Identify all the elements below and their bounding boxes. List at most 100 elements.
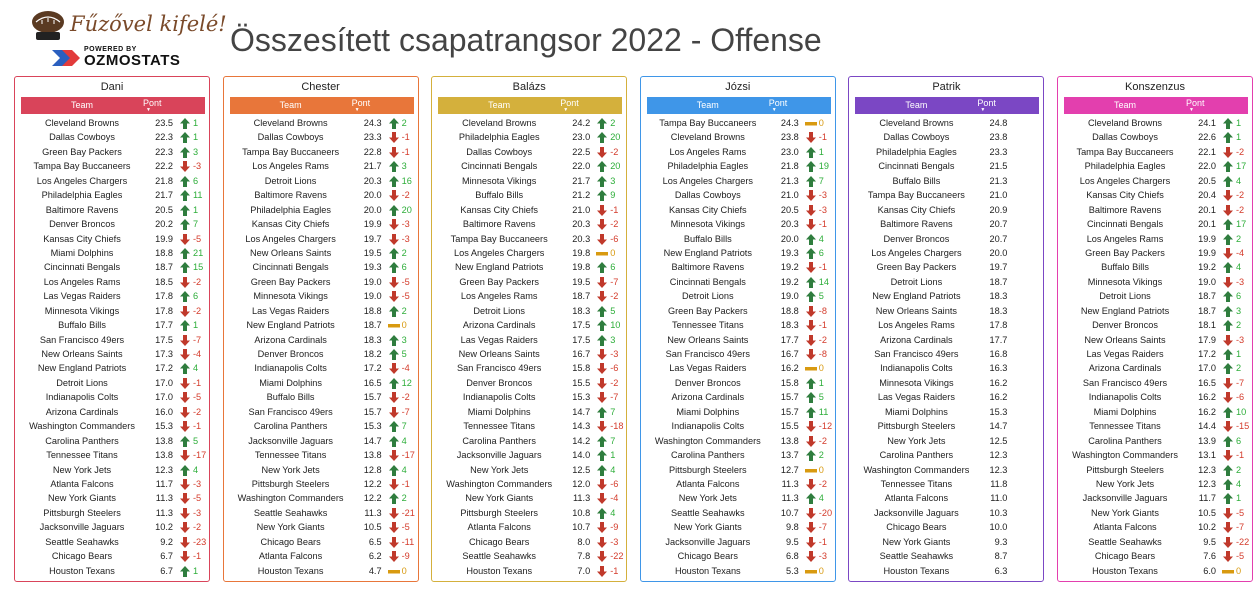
no-change-dash-icon [804,117,817,130]
table-row: Carolina Panthers 13.7 2 [647,449,831,463]
column-header-pont[interactable]: Pont [977,98,996,108]
team-name: New York Jets [678,493,737,504]
rank-change: -17 [193,450,207,461]
table-row: Pittsburgh Steelers 12.7 0 [647,464,831,478]
table-row: Las Vegas Raiders 17.2 1 [1064,348,1248,362]
column-header-pont[interactable]: Pont [143,98,162,108]
ranking-panel-0: Dani Team Pont ▼ Cleveland Browns 23.5 1 Dallas… [14,76,210,582]
point-value: 17.0 [155,377,173,388]
table-row: Buffalo Bills 17.7 1 [21,319,205,333]
team-name: Detroit Lions [682,291,734,302]
rank-change: -2 [1236,190,1245,201]
rank-change: 20 [401,204,412,215]
arrow-up-icon [179,117,191,130]
point-value: 15.3 [989,406,1008,417]
arrow-down-icon [596,377,608,390]
arrow-down-icon [179,377,191,390]
arrow-down-icon [596,420,608,433]
point-value: 24.3 [363,118,382,128]
point-value: 24.2 [572,118,591,128]
arrow-down-icon [388,406,400,419]
rank-change: -2 [610,146,619,157]
table-row: Detroit Lions 18.3 5 [438,305,622,319]
team-name: New York Jets [52,464,112,475]
no-change-dash-icon [387,319,400,332]
column-header-team[interactable]: Team [279,100,302,110]
point-value: 17.5 [572,320,591,331]
team-name: Seattle Seahawks [45,536,119,547]
column-header-team[interactable]: Team [696,100,719,110]
column-header-team[interactable]: Team [1113,100,1136,110]
point-value: 17.3 [155,349,173,359]
point-value: 16.8 [989,349,1008,359]
column-header-pont[interactable]: Pont [560,98,579,108]
rank-change: -1 [193,551,202,562]
rank-change: -2 [818,334,827,345]
arrow-down-icon [1222,536,1234,549]
column-header-pont[interactable]: Pont [351,98,371,108]
arrow-down-icon [179,420,191,433]
rank-change: 2 [1236,233,1242,244]
arrow-down-icon [388,233,400,246]
column-header-pont[interactable]: Pont [1186,98,1205,108]
arrow-up-icon [388,464,400,477]
rank-change: -1 [818,132,827,143]
column-header-team[interactable]: Team [70,100,93,110]
point-value: 9.8 [786,522,799,533]
point-value: 18.2 [363,349,382,359]
column-header-team[interactable]: Team [905,100,928,110]
table-row: Baltimore Ravens 20.7 [855,218,1039,232]
brand-arrow-icon [52,50,80,66]
sort-caret-icon: ▼ [771,107,777,113]
arrow-down-icon [179,334,191,347]
powered-by-brand: POWERED BY OZMOSTATS [52,46,182,70]
rank-change: -5 [193,233,202,244]
point-value: 20.0 [363,204,382,215]
point-value: 16.7 [572,349,591,359]
point-value: 20.3 [572,233,591,244]
rank-change: -1 [818,320,827,331]
point-value: 18.7 [989,276,1008,287]
team-name: Philadelphia Eagles [876,146,957,157]
point-value: 15.3 [155,421,173,432]
point-value: 18.7 [1198,305,1216,316]
table-header: Team Pont ▼ [646,97,831,114]
team-name: Las Vegas Raiders [252,305,330,316]
rank-change: -7 [1236,522,1245,533]
point-value: 14.7 [989,421,1008,432]
rank-change: 3 [401,334,407,345]
table-row: Arizona Cardinals 17.5 10 [438,319,622,333]
arrow-down-icon [596,218,608,231]
table-row: Los Angeles Rams 18.7 -2 [438,290,622,304]
point-value: 14.0 [572,450,591,461]
table-row: New Orleans Saints 19.5 2 [230,247,414,261]
arrow-up-icon [388,377,400,390]
rank-change: 4 [193,363,199,374]
rank-change: -2 [818,435,827,446]
column-header-team[interactable]: Team [488,100,511,110]
point-value: 12.2 [363,478,382,489]
rank-change: -8 [818,349,827,359]
team-name: Seattle Seahawks [253,507,328,518]
table-row: New York Jets 11.3 4 [647,492,831,506]
point-value: 7.0 [577,565,591,576]
table-row: San Francisco 49ers 16.7 -8 [647,348,831,362]
point-value: 10.5 [1198,507,1216,518]
table-row: Baltimore Ravens 19.2 -1 [647,261,831,275]
point-value: 24.1 [1198,118,1216,128]
rank-change: 5 [401,349,407,359]
column-header-pont[interactable]: Pont [768,98,788,108]
table-row: Tennessee Titans 13.8 -17 [21,449,206,463]
arrow-up-icon [388,175,400,188]
point-value: 13.8 [155,435,173,446]
table-row: Green Bay Packers 19.0 -5 [230,276,414,290]
rank-change: 6 [610,262,616,273]
table-row: Tampa Bay Buccaneers 24.3 0 [647,117,831,131]
point-value: 15.3 [363,421,382,432]
table-row: Chicago Bears 6.5 -11 [230,536,414,550]
point-value: 19.0 [780,291,799,302]
point-value: 7.6 [1203,551,1216,562]
team-name: Green Bay Packers [250,276,331,287]
point-value: 12.5 [989,435,1008,446]
table-row: Tennessee Titans 14.3 -18 [438,420,623,434]
